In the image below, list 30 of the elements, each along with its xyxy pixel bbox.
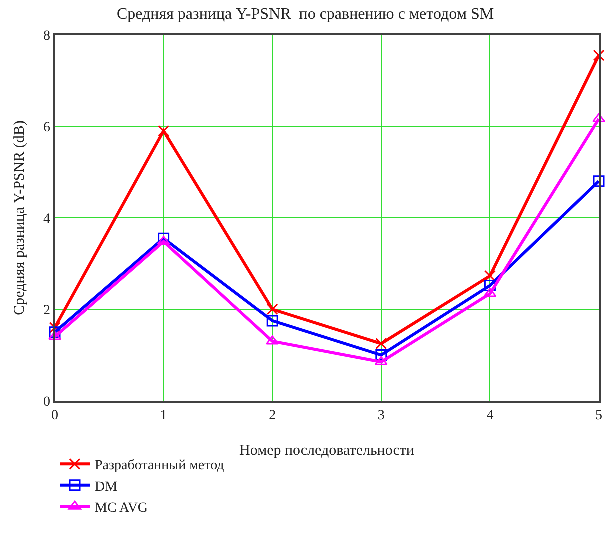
- y-tick-label: 4: [43, 212, 50, 227]
- point: [157, 236, 170, 246]
- legend-label: Разработанный метод: [95, 458, 224, 474]
- point: [593, 176, 605, 188]
- point: [374, 356, 388, 366]
- point: [49, 326, 61, 338]
- point: [484, 280, 496, 292]
- x-tick-label: 1: [160, 408, 168, 424]
- x-tick-label: 4: [486, 408, 494, 424]
- point: [266, 304, 278, 316]
- y-tick-label: 8: [43, 28, 50, 44]
- point: [158, 125, 170, 137]
- point: [266, 315, 278, 327]
- point: [593, 50, 605, 62]
- legend-label: MC AVG: [95, 501, 148, 516]
- point: [266, 336, 280, 345]
- x-tick-label: 5: [596, 408, 602, 424]
- point: [376, 350, 388, 361]
- legend-label: DM: [95, 480, 118, 495]
- x-tick-label: 2: [269, 408, 276, 424]
- x-tick-label: 3: [378, 408, 385, 424]
- y-tick-label: 6: [43, 120, 50, 136]
- point: [376, 338, 388, 350]
- chart-title: Средняя разница Y-PSNR по сравнению с методом SM: [116, 6, 494, 24]
- y-axis-title: Средняя разница Y-PSNR (dB): [12, 120, 28, 316]
- y-tick-label: 0: [43, 394, 50, 410]
- point: [49, 322, 61, 334]
- point: [484, 288, 497, 298]
- x-axis-title: Номер последовательности: [240, 443, 414, 460]
- y-tick-label: 2: [43, 303, 50, 318]
